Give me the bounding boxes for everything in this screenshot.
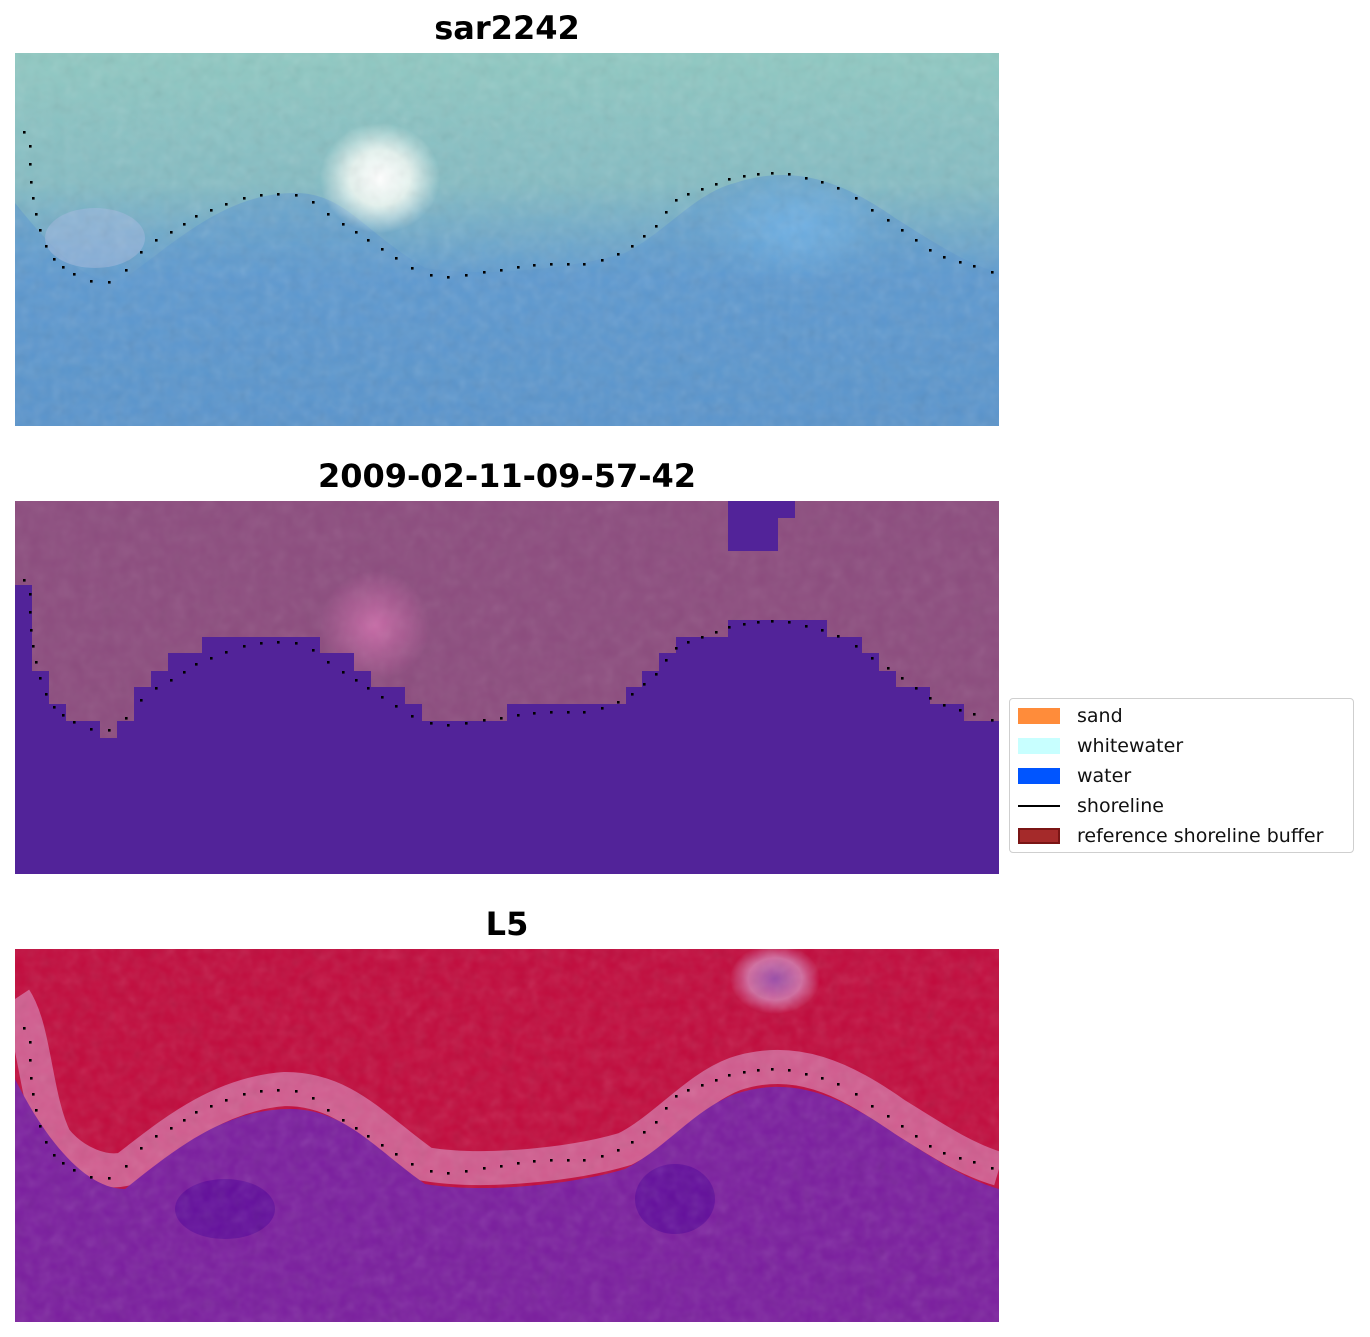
shoreline-dots bbox=[23, 131, 994, 284]
sand-swatch bbox=[1018, 708, 1060, 724]
legend-item-whitewater: whitewater bbox=[1018, 731, 1183, 761]
legend-item-shoreline: shoreline bbox=[1018, 791, 1164, 821]
legend: sand whitewater water shoreline referenc… bbox=[1009, 698, 1354, 853]
legend-label-sand: sand bbox=[1077, 705, 1123, 727]
legend-item-water: water bbox=[1018, 761, 1131, 791]
panel-2-title: 2009-02-11-09-57-42 bbox=[317, 457, 697, 495]
panel-1-title: sar2242 bbox=[434, 9, 580, 47]
legend-label-whitewater: whitewater bbox=[1077, 735, 1184, 757]
legend-label-shoreline: shoreline bbox=[1077, 795, 1164, 817]
legend-item-reference-buffer: reference shoreline buffer bbox=[1018, 821, 1323, 851]
panel-1-image bbox=[15, 53, 999, 426]
panel-3-image bbox=[15, 949, 999, 1322]
reference-buffer-swatch bbox=[1018, 828, 1060, 844]
panel-3-title: L5 bbox=[485, 905, 529, 943]
panel-2-image bbox=[15, 501, 999, 874]
legend-label-reference-buffer: reference shoreline buffer bbox=[1077, 825, 1324, 847]
water-swatch bbox=[1018, 768, 1060, 784]
whitewater-swatch bbox=[1018, 738, 1060, 754]
legend-item-sand: sand bbox=[1018, 701, 1123, 731]
shoreline-dots bbox=[23, 579, 994, 732]
shoreline-dots bbox=[23, 1027, 994, 1180]
legend-label-water: water bbox=[1077, 765, 1132, 787]
shoreline-line-swatch bbox=[1018, 805, 1060, 807]
